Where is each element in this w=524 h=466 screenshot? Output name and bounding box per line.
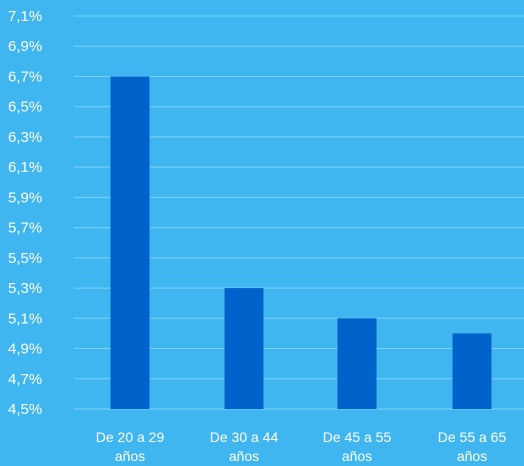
x-category-label-line: años — [115, 448, 145, 464]
bar — [110, 76, 150, 409]
x-category-label: De 45 a 55 años — [323, 429, 392, 464]
y-tick-label: 6,9% — [8, 38, 42, 55]
x-category-label-line: años — [342, 448, 372, 464]
y-tick-label: 4,5% — [8, 401, 42, 418]
x-axis-categories: De 20 a 29 años De 30 a 44 años De 45 a 55 añ… — [96, 429, 507, 464]
x-category-label: De 55 a 65 años — [438, 429, 507, 464]
y-tick-label: 6,7% — [8, 68, 42, 85]
x-category-label-line: De 20 a 29 — [96, 429, 165, 445]
y-tick-label: 6,1% — [8, 159, 42, 176]
x-category-label-line: años — [457, 448, 487, 464]
x-category-label-line: De 30 a 44 — [210, 429, 279, 445]
y-tick-label: 6,3% — [8, 129, 42, 146]
y-axis-ticks: 7,1% 6,9% 6,7% 6,5% 6,3% 6,1% 5,9% 5,7% 5,5% 5,3%… — [8, 8, 42, 418]
x-category-label-line: años — [229, 448, 259, 464]
y-tick-label: 5,3% — [8, 280, 42, 297]
y-tick-label: 4,7% — [8, 371, 42, 388]
x-category-label-line: De 45 a 55 — [323, 429, 392, 445]
y-tick-label: 5,5% — [8, 250, 42, 267]
y-tick-label: 5,9% — [8, 189, 42, 206]
bar — [224, 288, 264, 409]
y-tick-label: 5,1% — [8, 310, 42, 327]
y-tick-label: 4,9% — [8, 341, 42, 358]
bar — [337, 318, 377, 409]
y-tick-label: 6,5% — [8, 99, 42, 116]
bar — [452, 333, 492, 409]
y-tick-label: 7,1% — [8, 8, 42, 25]
y-tick-label: 5,7% — [8, 220, 42, 237]
x-category-label-line: De 55 a 65 — [438, 429, 507, 445]
x-category-label: De 30 a 44 años — [210, 429, 279, 464]
bars — [110, 76, 492, 409]
x-category-label: De 20 a 29 años — [96, 429, 165, 464]
